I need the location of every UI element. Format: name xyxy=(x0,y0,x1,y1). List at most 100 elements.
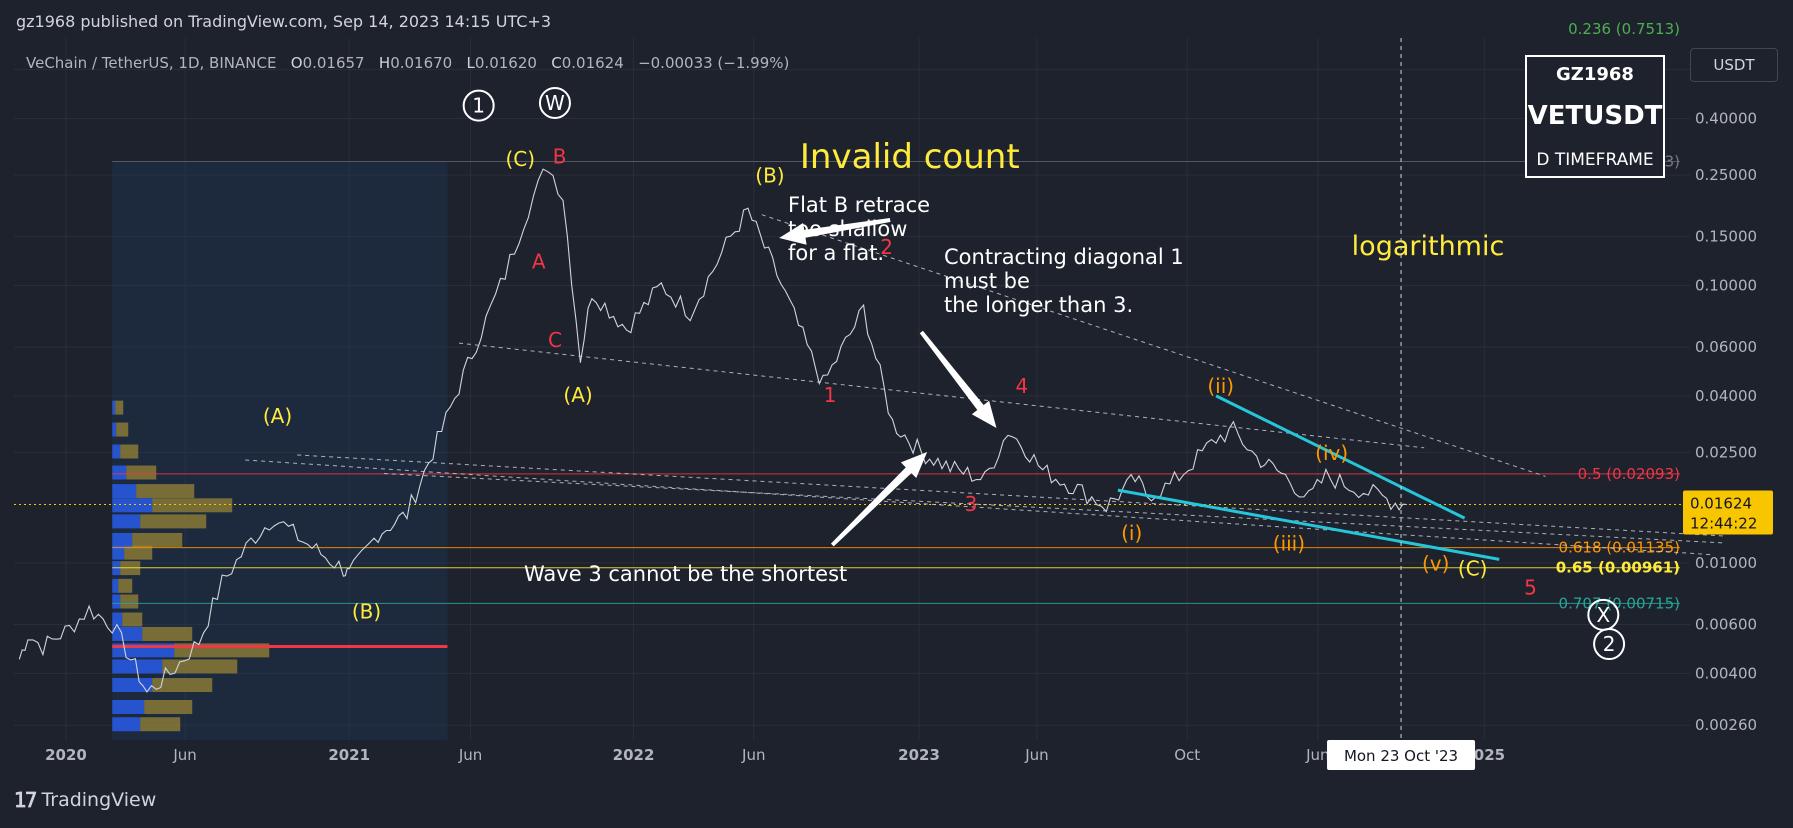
wave-label: (B) xyxy=(755,164,784,188)
trend-line xyxy=(245,459,1714,556)
y-tick-label: 0.00600 xyxy=(1695,615,1757,633)
y-tick-label: 0.06000 xyxy=(1695,338,1757,356)
x-tick-label: Oct xyxy=(1174,746,1200,764)
volume-profile-bar-up xyxy=(112,444,121,459)
wave-label: (A) xyxy=(563,383,592,407)
volume-profile-bar-down xyxy=(115,400,124,415)
volume-profile-bar-down xyxy=(122,612,143,627)
volume-profile-bar-down xyxy=(152,498,233,513)
y-tick-label: 0.25000 xyxy=(1695,166,1757,184)
trend-line xyxy=(458,342,1425,449)
x-tick-label: Jun xyxy=(458,746,482,764)
volume-profile-bar-up xyxy=(112,465,127,480)
contracting-note: Contracting diagonal 1 xyxy=(944,245,1184,269)
volume-profile-bar-up xyxy=(112,678,153,693)
fib-label-0.707: 0.707 (0.00715) xyxy=(1559,594,1680,612)
open-label: O xyxy=(290,54,303,72)
volume-profile-bar-down xyxy=(118,578,133,593)
high-value: 0.01670 xyxy=(390,54,453,72)
currency-button[interactable]: USDT xyxy=(1690,48,1778,82)
wave-circle xyxy=(462,89,495,122)
volume-profile xyxy=(112,400,448,732)
axes: 0.600000.400000.250000.150000.100000.060… xyxy=(45,38,1773,770)
low-value: 0.01620 xyxy=(474,54,537,72)
symbol-name: VeChain / TetherUS, 1D, BINANCE xyxy=(26,54,277,72)
wave-label: 1 xyxy=(824,383,837,407)
y-tick-label: 0.00400 xyxy=(1695,664,1757,682)
wave-circle xyxy=(1593,628,1626,661)
wave-label: 4 xyxy=(1016,374,1029,398)
volume-profile-bar-up xyxy=(112,717,141,732)
volume-profile-bar-up xyxy=(112,422,117,437)
wave-label: (v) xyxy=(1422,551,1449,575)
y-tick-label: 0.02500 xyxy=(1695,444,1757,462)
symbol-legend[interactable]: VeChain / TetherUS, 1D, BINANCE O0.01657… xyxy=(26,54,789,72)
y-tick-label: 0.40000 xyxy=(1695,109,1757,127)
y-tick-label: 0.15000 xyxy=(1695,228,1757,246)
publish-header: gz1968 published on TradingView.com, Sep… xyxy=(16,12,551,31)
volume-profile-bar-up xyxy=(112,545,125,560)
volume-profile-bar-down xyxy=(120,444,139,459)
volume-profile-bar-down xyxy=(124,545,153,560)
volume-profile-bar-down xyxy=(132,532,183,547)
flat-b-note: too shallow xyxy=(788,217,907,241)
x-tick-label: 2021 xyxy=(328,746,370,764)
volume-profile-bar-up xyxy=(112,484,137,499)
contracting-note: the longer than 3. xyxy=(944,293,1133,317)
volume-profile-bar-down xyxy=(126,465,157,480)
low-label: L xyxy=(466,54,475,72)
annotation-arrows xyxy=(779,218,997,547)
grid xyxy=(14,38,1690,740)
wave-label: 5 xyxy=(1524,575,1537,599)
wave-circle-label: 1 xyxy=(472,94,485,118)
last-price-tag xyxy=(1683,490,1773,535)
wave-label: 2 xyxy=(880,235,893,259)
wave-label: 3 xyxy=(965,492,978,516)
fib-label-0.65: 0.65 (0.00961) xyxy=(1556,559,1680,577)
wave-label: (iii) xyxy=(1273,531,1305,555)
fib-label-0.618: 0.618 (0.01135) xyxy=(1559,539,1680,557)
x-tick-label: 2023 xyxy=(898,746,940,764)
annotation-arrow xyxy=(779,218,891,245)
invalid-count-title: Invalid count xyxy=(800,137,1020,177)
logarithmic-label: logarithmic xyxy=(1352,231,1505,262)
diagonal-upper xyxy=(1215,394,1466,520)
y-tick-label: 0.01000 xyxy=(1695,554,1757,572)
crosshair-date-tag xyxy=(1327,740,1476,770)
watermark-frame xyxy=(1525,55,1665,178)
volume-profile-bar-down xyxy=(140,717,181,732)
x-tick-label: Jun xyxy=(741,746,765,764)
volume-profile-bar-up xyxy=(112,578,119,593)
watermark-symbol: VETUSDT xyxy=(1528,101,1663,131)
tradingview-logo[interactable]: 𝟣𝟩 TradingView xyxy=(14,788,156,812)
watermark-timeframe: D TIMEFRAME xyxy=(1536,150,1653,170)
volume-profile-bar-up xyxy=(112,514,141,529)
volume-profile-bar-up xyxy=(112,594,121,609)
volume-profile-bar-up xyxy=(112,400,116,415)
open-value: 0.01657 xyxy=(302,54,365,72)
wave-label: (B) xyxy=(352,600,381,624)
wave-label: B xyxy=(553,145,567,169)
wave-label: (iv) xyxy=(1315,441,1348,465)
fib-label-0.5: 0.5 (0.02093) xyxy=(1578,465,1680,483)
trend-line xyxy=(297,454,1725,537)
y-tick-label: 0.00260 xyxy=(1695,716,1757,734)
volume-profile-bar-up xyxy=(112,626,143,641)
high-label: H xyxy=(378,54,391,72)
volume-profile-bar-down xyxy=(142,626,193,641)
wave-label: (A) xyxy=(263,404,292,428)
crosshair-date: Mon 23 Oct '23 xyxy=(1344,747,1458,765)
volume-profile-bar-up xyxy=(112,659,163,674)
volume-profile-bar-down xyxy=(116,422,129,437)
tradingview-logo-icon: 𝟣𝟩 xyxy=(14,788,37,812)
volume-profile-bar-up xyxy=(112,612,123,627)
watermark-box: GZ1968 VETUSDT D TIMEFRAME xyxy=(1525,55,1665,178)
volume-profile-bar-down xyxy=(162,659,238,674)
wave-labels: (C) B A C (A) (A) (B) (B) 1 2 3 4 (i) (ii) (iii) (iv) (v… xyxy=(263,86,1626,661)
flat-b-note: for a flat. xyxy=(788,241,884,265)
wave-circle xyxy=(538,86,571,119)
diagonal-lines xyxy=(1117,394,1500,561)
last-price-countdown: 12:44:22 xyxy=(1690,515,1757,533)
volume-profile-bar-down xyxy=(120,594,139,609)
